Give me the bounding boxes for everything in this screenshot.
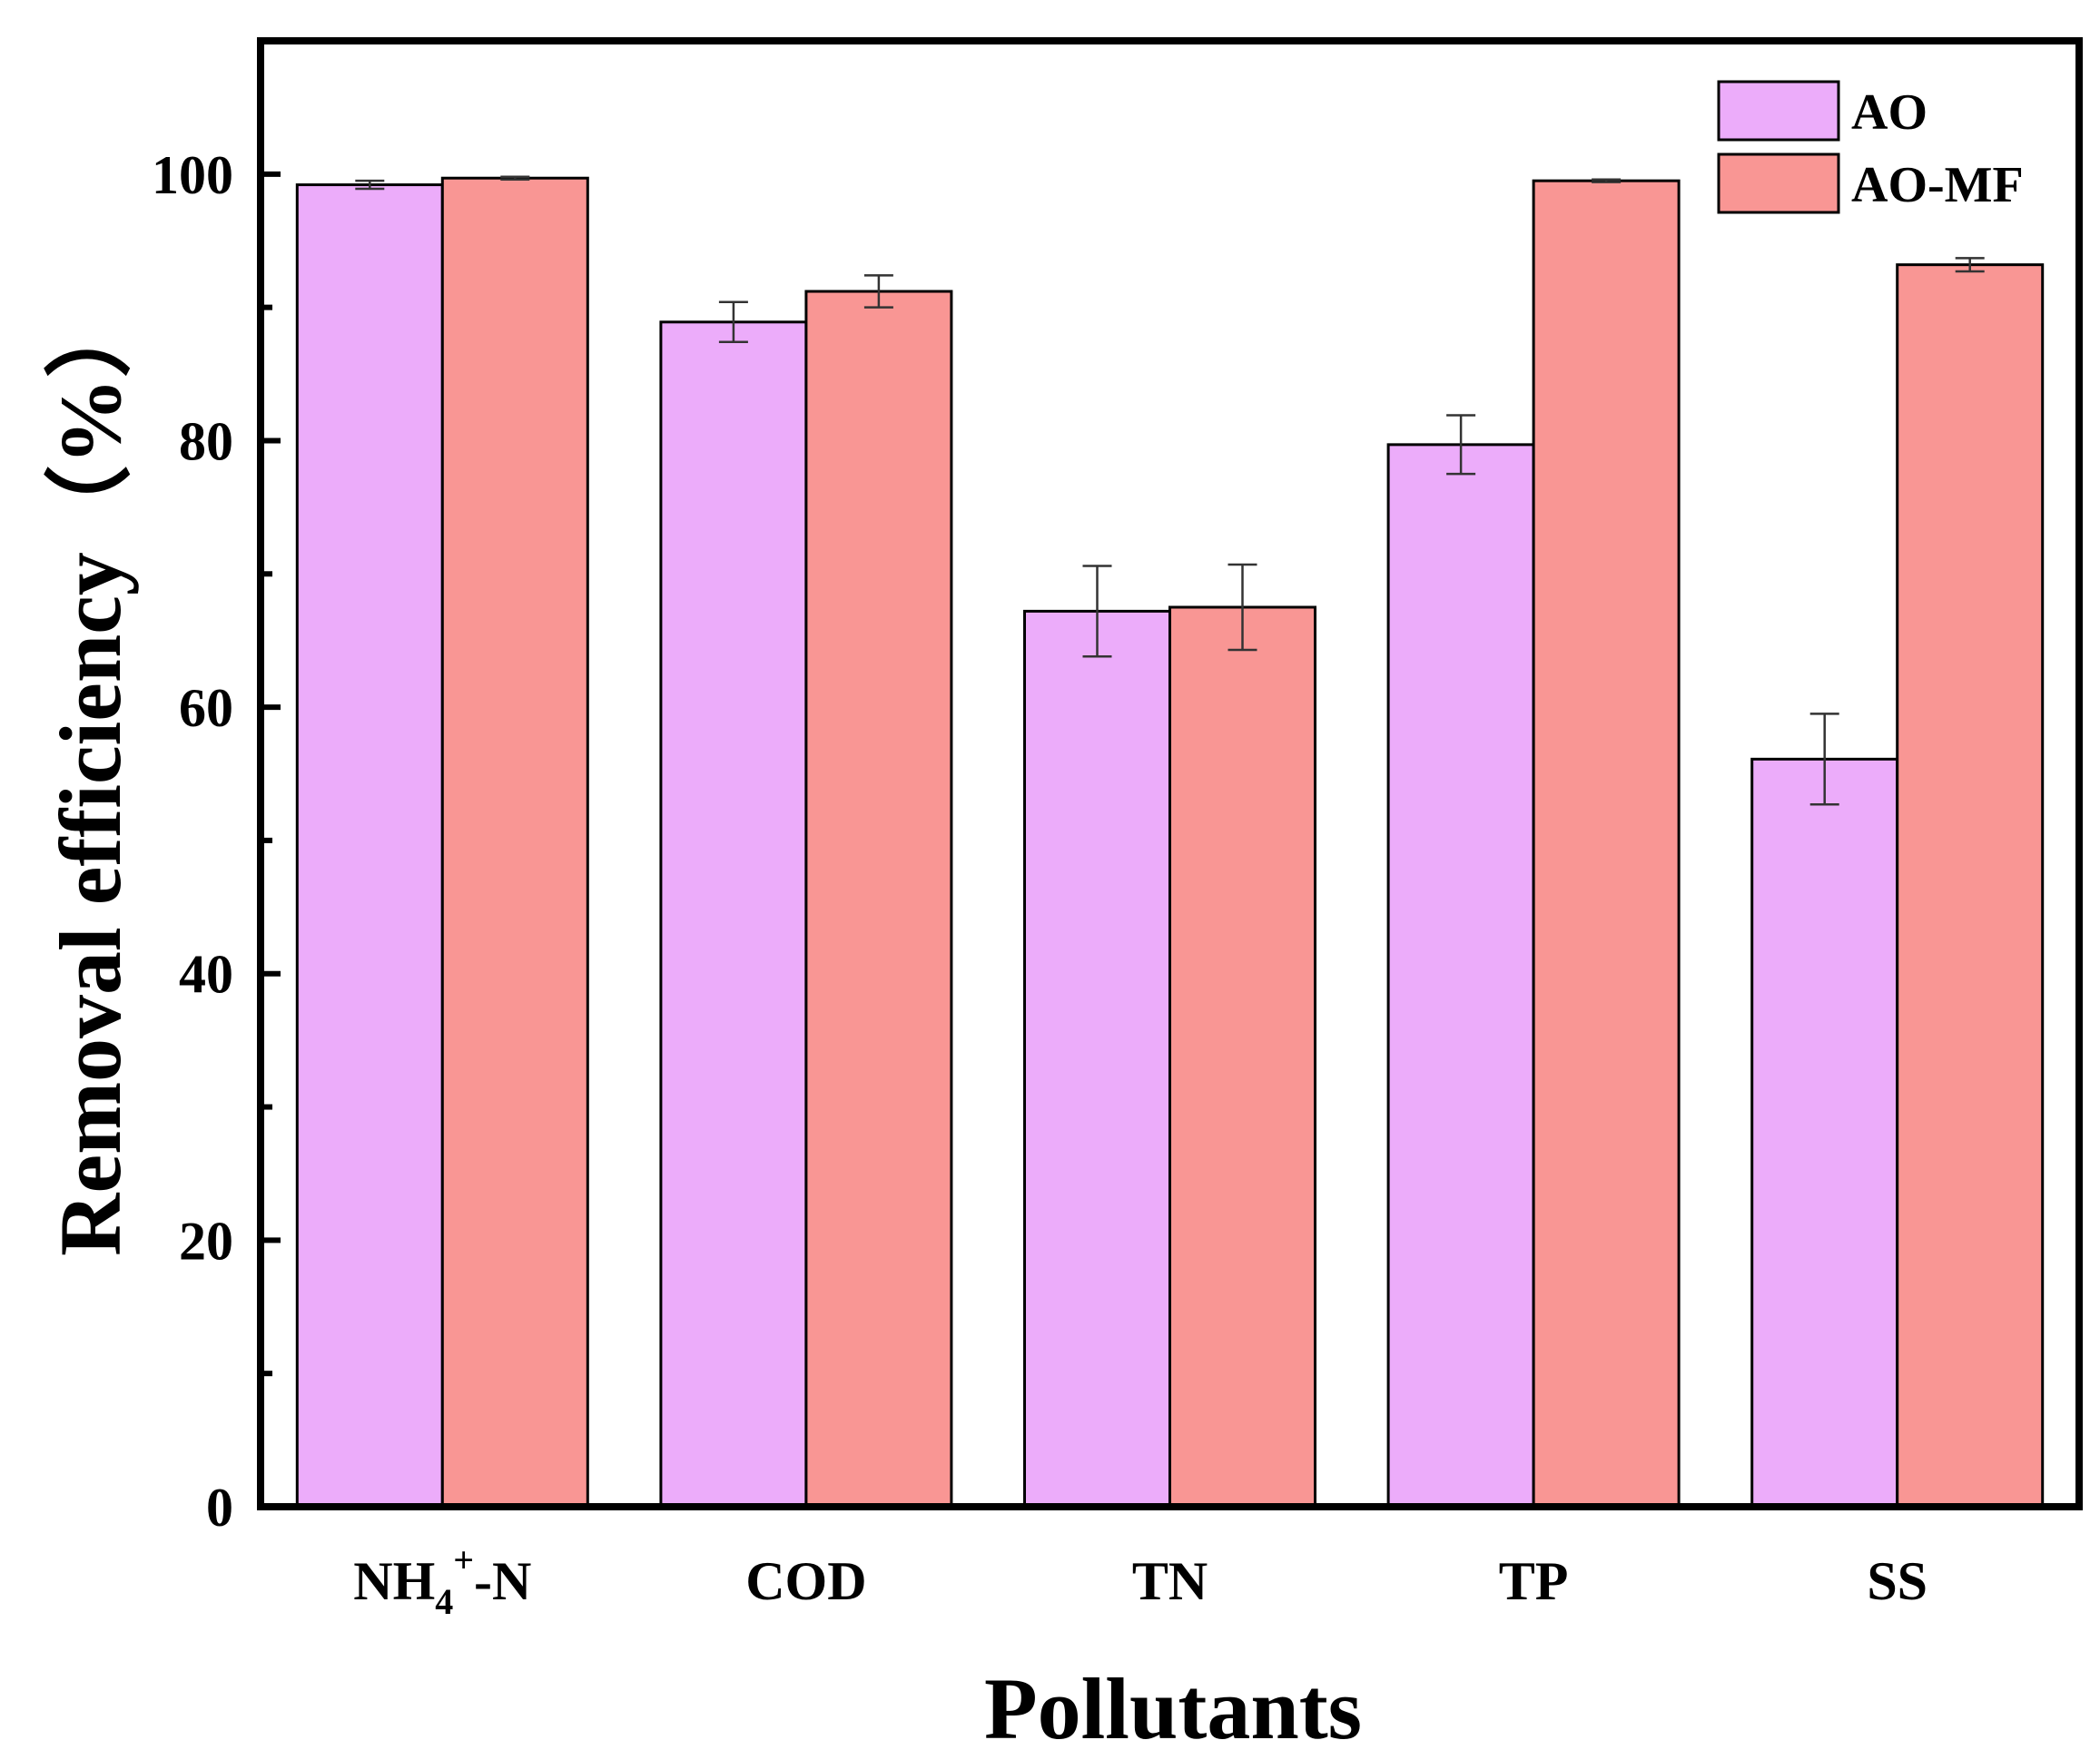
bar-ao-mf-1 [804,290,953,1509]
error-bar-ao-mf-2 [1227,563,1257,652]
error-bar-ao-1 [718,300,748,344]
error-bar-ao-mf-4 [1955,257,1985,273]
x-axis-title: Pollutants [984,1660,1362,1750]
y-axis-ticks: 0 20 40 60 80 100 [152,38,281,1538]
legend-swatch [1717,80,1840,142]
error-bar-ao-mf-0 [500,175,530,181]
x-category-label: COD [745,1551,866,1611]
bar-ao-0 [295,183,444,1509]
bar-ao-1 [659,320,808,1509]
bars-layer [295,176,2045,1509]
legend-label: AO-MF [1851,157,2024,213]
bar-ao-mf-3 [1532,179,1681,1509]
y-tick-label: 20 [179,1211,233,1271]
y-tick-label: 60 [179,678,233,738]
error-bars-layer [355,175,1985,806]
legend: AO AO-MF [1717,80,2024,214]
error-bar-ao-2 [1082,565,1112,658]
bar-ao-mf-4 [1896,263,2045,1509]
y-tick-label: 0 [206,1478,233,1538]
legend-swatch [1717,152,1840,214]
bar-ao-2 [1023,609,1171,1509]
y-tick-label: 80 [179,411,233,471]
plot-frame [257,37,2083,1510]
legend-label: AO [1851,84,1927,141]
x-category-label: SS [1867,1551,1927,1611]
y-tick-label: 40 [179,945,233,1005]
error-bar-ao-mf-1 [863,274,893,309]
x-category-label: NH4+-N [353,1539,531,1622]
bar-ao-4 [1750,757,1899,1509]
error-bar-ao-mf-3 [1592,178,1622,183]
error-bar-ao-3 [1446,414,1476,476]
x-category-label: TP [1499,1551,1569,1611]
y-tick-label: 100 [152,145,233,205]
bar-ao-mf-2 [1168,605,1316,1509]
error-bar-ao-0 [355,179,385,191]
error-bar-ao-4 [1809,713,1839,806]
x-axis-category-labels: NH4+-N COD TN TP SS [353,1539,1927,1622]
x-category-label: TN [1132,1551,1208,1611]
bar-ao-3 [1386,443,1535,1509]
bar-ao-mf-0 [440,176,589,1509]
y-axis-title: Removal efficiency（%） [42,290,139,1256]
